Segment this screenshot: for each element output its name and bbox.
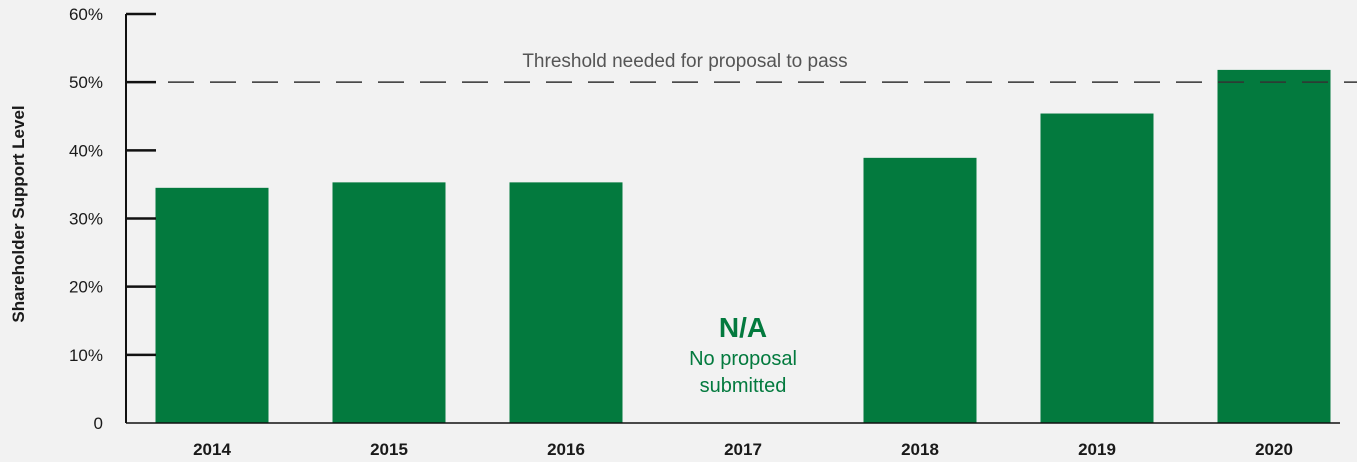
x-tick-label: 2017 — [724, 440, 762, 459]
x-tick-label: 2014 — [193, 440, 231, 459]
y-tick-label: 20% — [69, 278, 103, 297]
na-subtitle-line-1: No proposal — [689, 348, 797, 370]
x-tick-label: 2016 — [547, 440, 585, 459]
bar-2018 — [863, 157, 977, 423]
na-annotation-group: N/A No proposal submitted — [689, 312, 797, 397]
y-axis-title: Shareholder Support Level — [9, 105, 28, 322]
y-tick-label: 0 — [94, 414, 103, 433]
y-tick-label: 60% — [69, 5, 103, 24]
bar-2016 — [509, 182, 623, 423]
x-labels-group: 2014 2015 2016 2017 2018 2019 2020 — [193, 440, 1293, 459]
na-title: N/A — [719, 312, 767, 343]
y-tick-label: 40% — [69, 141, 103, 160]
y-tick-label: 10% — [69, 346, 103, 365]
x-tick-label: 2020 — [1255, 440, 1293, 459]
y-tick-label: 50% — [69, 73, 103, 92]
na-subtitle-line-2: submitted — [700, 375, 787, 397]
bar-2015 — [332, 182, 446, 423]
bar-2014 — [155, 187, 269, 423]
x-tick-label: 2018 — [901, 440, 939, 459]
x-tick-label: 2019 — [1078, 440, 1116, 459]
x-tick-label: 2015 — [370, 440, 408, 459]
y-tick-label: 30% — [69, 210, 103, 229]
threshold-group: Threshold needed for proposal to pass — [126, 51, 1357, 83]
y-ticks-group: 0 10% 20% 30% 40% 50% 60% — [69, 5, 156, 433]
bar-2019 — [1040, 113, 1154, 424]
threshold-label: Threshold needed for proposal to pass — [522, 51, 847, 72]
bars-group — [155, 69, 1331, 424]
bar-2020 — [1217, 69, 1331, 423]
